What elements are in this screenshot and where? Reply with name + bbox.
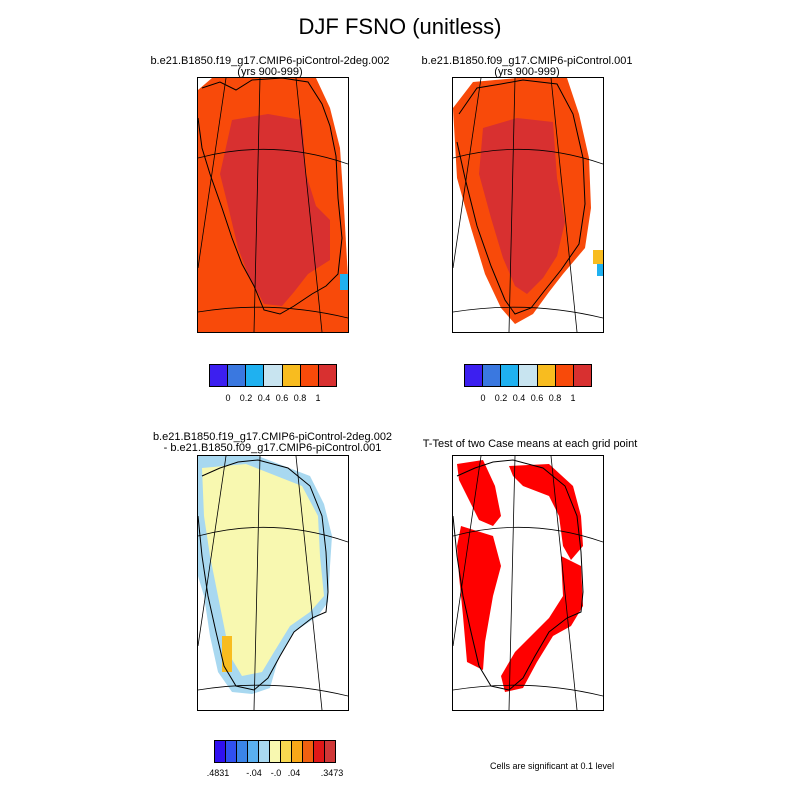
panel-title-bottom-left: b.e21.B1850.f19_g17.CMIP6-piControl-2deg… — [140, 432, 405, 454]
colorbar-swatch — [237, 741, 248, 762]
panel-title-bottom-right: T-Test of two Case means at each grid po… — [410, 439, 650, 450]
panel-title-line1: T-Test of two Case means at each grid po… — [422, 438, 638, 450]
figure-title: DJF FSNO (unitless) — [298, 14, 502, 39]
panel-title-top-left: b.e21.B1850.f19_g17.CMIP6-piControl-2deg… — [140, 56, 400, 78]
coastline — [198, 459, 329, 691]
coastline — [453, 459, 584, 691]
map-canvas — [453, 456, 603, 710]
colorbar-swatch — [248, 741, 259, 762]
map-top-left — [197, 77, 349, 333]
panel-title-line2: - b.e21.B1850.f09_g17.CMIP6-piControl.00… — [163, 442, 382, 454]
colorbar-swatch — [537, 365, 556, 386]
colorbar-swatch — [282, 365, 301, 386]
signif-region-west-coast — [457, 526, 501, 670]
panel-title-line2: (yrs 900-999) — [237, 66, 303, 78]
colorbar-swatch — [300, 365, 319, 386]
colorbar-swatch — [228, 365, 247, 386]
map-canvas — [453, 78, 603, 332]
colorbar-label: 0.6 — [275, 393, 289, 403]
colorbar-label: 0.4 — [512, 393, 526, 403]
colorbar-top-left — [209, 364, 337, 387]
colorbar-swatch — [246, 365, 265, 386]
coastline — [456, 79, 586, 315]
map-canvas — [198, 456, 348, 710]
colorbar-diff — [214, 740, 336, 763]
diff-positive-field — [202, 464, 324, 676]
graticule — [198, 456, 348, 710]
colorbar-label: 1 — [570, 393, 576, 403]
colorbar-label: 1 — [315, 393, 321, 403]
signif-region-east — [509, 464, 583, 560]
colorbar-swatch — [483, 365, 502, 386]
colorbar-swatch — [519, 365, 538, 386]
map-canvas — [198, 78, 348, 332]
colorbar-swatch — [325, 741, 335, 762]
colorbar-label: -.0 — [270, 768, 282, 778]
colorbar-swatch — [210, 365, 229, 386]
colorbar-label: -.04 — [246, 768, 262, 778]
significant-cells — [457, 460, 583, 692]
snow-field-high — [220, 114, 330, 306]
diff-cell — [222, 636, 232, 672]
colorbar-swatch — [226, 741, 237, 762]
panel-title-line1: b.e21.B1850.f19_g17.CMIP6-piControl-2deg… — [150, 55, 390, 67]
colorbar-label: 0.4 — [257, 393, 271, 403]
panel-title-line1: b.e21.B1850.f19_g17.CMIP6-piControl-2deg… — [152, 431, 393, 443]
colorbar-swatch — [314, 741, 325, 762]
colorbar-label: 0 — [480, 393, 486, 403]
colorbar-label: 0.8 — [293, 393, 307, 403]
colorbar-label: 0.2 — [494, 393, 508, 403]
map-bottom-right — [452, 455, 604, 711]
colorbar-label: 0 — [225, 393, 231, 403]
colorbar-swatch — [501, 365, 520, 386]
colorbar-swatch — [270, 741, 281, 762]
map-top-right — [452, 77, 604, 333]
colorbar-swatch — [292, 741, 303, 762]
colorbar-label: 0.2 — [239, 393, 253, 403]
colorbar-swatch — [215, 741, 226, 762]
signif-region-east-coast — [501, 556, 583, 692]
colorbar-label: .04 — [287, 768, 301, 778]
colorbar-label: 0.6 — [530, 393, 544, 403]
colorbar-swatch — [555, 365, 574, 386]
island-cell — [340, 274, 348, 290]
colorbar-swatch — [318, 365, 336, 386]
graticule — [453, 456, 603, 710]
snow-field-high — [479, 118, 565, 294]
colorbar-label: .3473 — [320, 768, 344, 778]
colorbar-swatch — [264, 365, 283, 386]
island-cell — [597, 264, 603, 276]
colorbar-top-right — [464, 364, 592, 387]
significance-note: Cells are significant at 0.1 level — [490, 761, 615, 771]
graticule — [453, 78, 603, 332]
panel-title-line1: b.e21.B1850.f09_g17.CMIP6-piControl.001 — [421, 55, 633, 67]
colorbar-swatch — [465, 365, 484, 386]
colorbar-swatch — [303, 741, 314, 762]
colorbar-label: .4831 — [206, 768, 230, 778]
panel-title-line2: (yrs 900-999) — [494, 66, 560, 78]
signif-region-west — [457, 460, 501, 526]
island-cell — [593, 250, 603, 264]
panel-title-top-right: b.e21.B1850.f09_g17.CMIP6-piControl.001 … — [392, 56, 662, 78]
colorbar-swatch — [259, 741, 270, 762]
colorbar-label: 0.8 — [548, 393, 562, 403]
coastline — [198, 78, 343, 315]
graticule — [198, 78, 348, 332]
colorbar-swatch — [281, 741, 292, 762]
map-bottom-left — [197, 455, 349, 711]
colorbar-swatch — [573, 365, 591, 386]
